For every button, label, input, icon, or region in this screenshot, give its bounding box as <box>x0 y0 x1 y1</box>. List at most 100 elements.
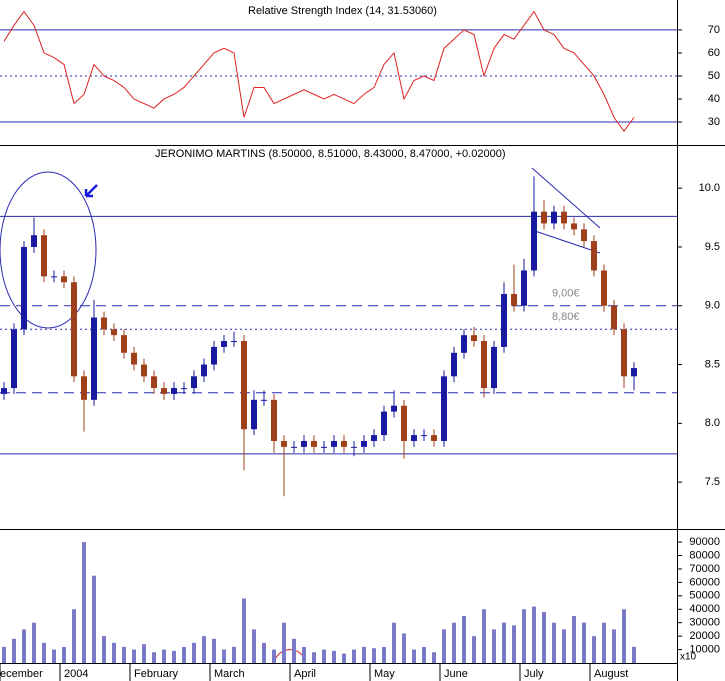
y-tick-label: 40 <box>708 93 720 105</box>
candle-body <box>21 246 27 330</box>
y-tick-label: 60000 <box>689 576 720 588</box>
y-tick-label: 10.0 <box>699 182 720 194</box>
y-tick-label: 9.0 <box>705 300 720 312</box>
candle-body <box>141 364 147 377</box>
candle-body <box>481 341 487 389</box>
y-tick-label: 20000 <box>689 630 720 642</box>
volume-bar <box>622 609 626 663</box>
candle-body <box>621 329 627 377</box>
y-tick-label: 50 <box>708 70 720 82</box>
x-tick-label: May <box>374 668 395 680</box>
candle-body <box>31 235 37 247</box>
candle-body <box>81 376 87 400</box>
candle-body <box>261 399 267 401</box>
volume-bar <box>522 609 526 663</box>
candle-body <box>111 329 117 336</box>
y-tick-label: 30000 <box>689 617 720 629</box>
y-tick-label: 80000 <box>689 549 720 561</box>
candle-body <box>581 229 587 242</box>
volume-bar <box>262 642 266 663</box>
panel-title: JERONIMO MARTINS (8.50000, 8.51000, 8.43… <box>155 148 505 160</box>
volume-bar <box>102 636 106 663</box>
y-tick-label: 90000 <box>689 536 720 548</box>
x-tick-label: August <box>594 668 628 680</box>
volume-bar <box>142 644 146 663</box>
volume-bar <box>372 648 376 663</box>
candle-body <box>151 376 157 389</box>
candle-body <box>451 352 457 377</box>
candle-body <box>71 282 77 377</box>
x-tick-label: 2004 <box>64 668 88 680</box>
y-tick-label: 60 <box>708 47 720 59</box>
volume-bar <box>412 649 416 663</box>
candle-body <box>471 335 477 342</box>
candle-body <box>121 335 127 353</box>
candle-body <box>221 341 227 347</box>
volume-bar <box>542 611 546 663</box>
volume-bar <box>452 622 456 663</box>
volume-bar <box>592 636 596 663</box>
candle-body <box>191 376 197 389</box>
candle-body <box>391 405 397 412</box>
volume-bar <box>222 649 226 663</box>
candle-body <box>91 317 97 400</box>
candle-body <box>331 440 337 447</box>
volume-bar <box>332 650 336 663</box>
volume-bar <box>632 646 636 663</box>
volume-bar <box>382 646 386 663</box>
y-tick-label: 8.0 <box>705 417 720 429</box>
candle-body <box>271 399 277 441</box>
volume-bar <box>392 622 396 663</box>
candle-body <box>561 211 567 224</box>
y-tick-label: 7.5 <box>705 476 720 488</box>
candle-body <box>101 317 107 330</box>
x-tick-label: July <box>524 668 544 680</box>
candle-body <box>11 329 17 389</box>
volume-bar <box>72 609 76 663</box>
volume-bar <box>242 598 246 663</box>
candle-body <box>301 440 307 447</box>
volume-bar <box>512 625 516 663</box>
volume-bar <box>572 615 576 663</box>
volume-bar <box>122 646 126 663</box>
volume-bar <box>12 638 16 663</box>
volume-bar <box>52 649 56 663</box>
volume-bar <box>2 646 6 663</box>
candle-body <box>231 341 237 343</box>
volume-bar <box>112 642 116 663</box>
candle-body <box>361 440 367 447</box>
candle-body <box>501 293 507 347</box>
volume-bar <box>322 649 326 663</box>
volume-bar <box>612 629 616 663</box>
volume-bar <box>602 622 606 663</box>
volume-bar <box>462 615 466 663</box>
volume-bar <box>352 649 356 663</box>
highlight-circle <box>0 171 97 329</box>
candle-body <box>431 435 437 441</box>
candle-body <box>291 446 297 448</box>
volume-bar <box>82 542 86 663</box>
volume-bar <box>152 652 156 663</box>
volume-bar <box>362 646 366 663</box>
volume-bar <box>432 652 436 663</box>
volume-bar <box>342 653 346 663</box>
volume-bar <box>562 629 566 663</box>
volume-bar <box>252 629 256 663</box>
x-tick-label: February <box>134 668 179 680</box>
volume-bar <box>442 629 446 663</box>
volume-bar <box>292 638 296 663</box>
candle-body <box>351 446 357 448</box>
candle-body <box>611 305 617 330</box>
volume-bar <box>312 652 316 663</box>
volume-bar <box>502 622 506 663</box>
trend-line <box>531 229 601 254</box>
reference-label: 9,00€ <box>552 288 580 300</box>
arrow <box>84 184 98 198</box>
rsi-line <box>3 10 635 133</box>
y-tick-label: 70 <box>708 24 720 36</box>
volume-bar <box>272 649 276 663</box>
candle-body <box>571 223 577 230</box>
volume-bar <box>212 638 216 663</box>
